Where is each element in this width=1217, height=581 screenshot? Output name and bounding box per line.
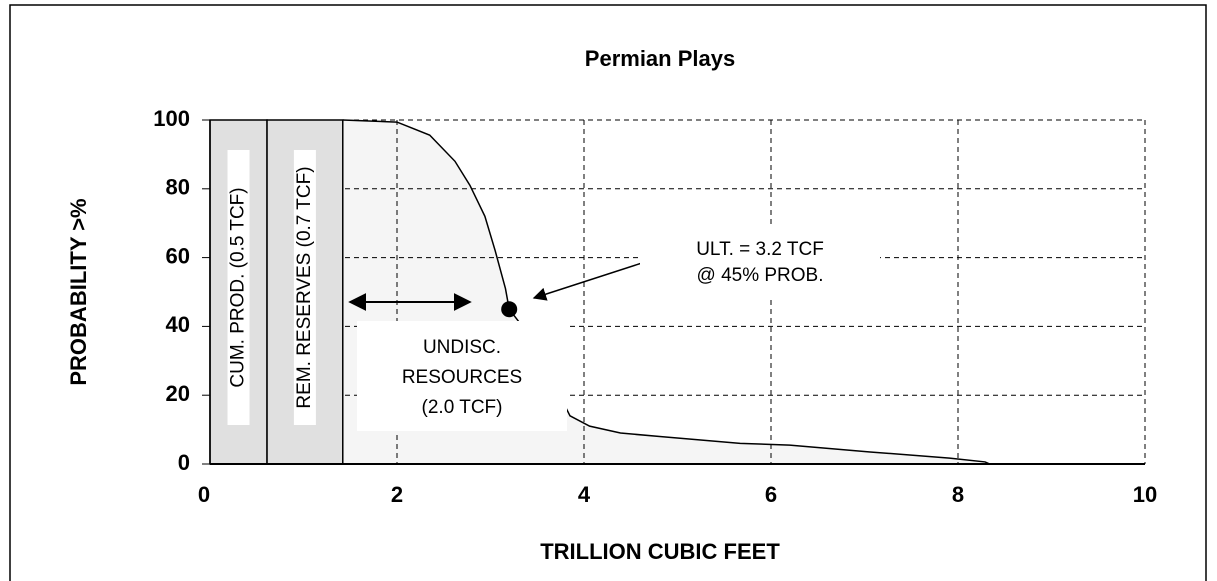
annotation-text: (2.0 TCF)	[422, 397, 503, 418]
annotation-text: UNDISC.	[423, 337, 501, 358]
bar-label-box	[227, 150, 250, 425]
bar-label: CUM. PROD. (0.5 TCF)	[228, 187, 249, 387]
bar-label-box	[293, 150, 316, 425]
y-tick-label: 80	[166, 175, 190, 200]
x-tick-label: 10	[1133, 482, 1157, 507]
annotation-text: @ 45% PROB.	[697, 265, 824, 286]
x-tick-label: 0	[198, 482, 210, 507]
annotation-text: ULT. = 3.2 TCF	[696, 239, 824, 260]
x-tick-label: 6	[765, 482, 777, 507]
x-tick-label: 8	[952, 482, 964, 507]
y-tick-label: 0	[178, 450, 190, 475]
frame	[9, 4, 1207, 581]
annotation-box	[640, 225, 880, 297]
annotation-text: RESOURCES	[402, 367, 522, 388]
y-tick-label: 100	[153, 106, 190, 131]
chart-title: Permian Plays	[585, 46, 735, 71]
y-axis-title: PROBABILITY >%	[66, 198, 91, 385]
y-tick-label: 40	[166, 312, 190, 337]
y-tick-label: 60	[166, 243, 190, 268]
bar-label: REM. RESERVES (0.7 TCF)	[294, 166, 315, 408]
x-tick-label: 2	[391, 482, 403, 507]
point-marker	[501, 301, 518, 318]
annotation-box	[357, 321, 567, 431]
x-tick-label: 4	[578, 482, 591, 507]
x-axis-title: TRILLION CUBIC FEET	[540, 539, 780, 564]
pointer-arrow	[532, 261, 646, 301]
y-tick-label: 20	[166, 381, 190, 406]
